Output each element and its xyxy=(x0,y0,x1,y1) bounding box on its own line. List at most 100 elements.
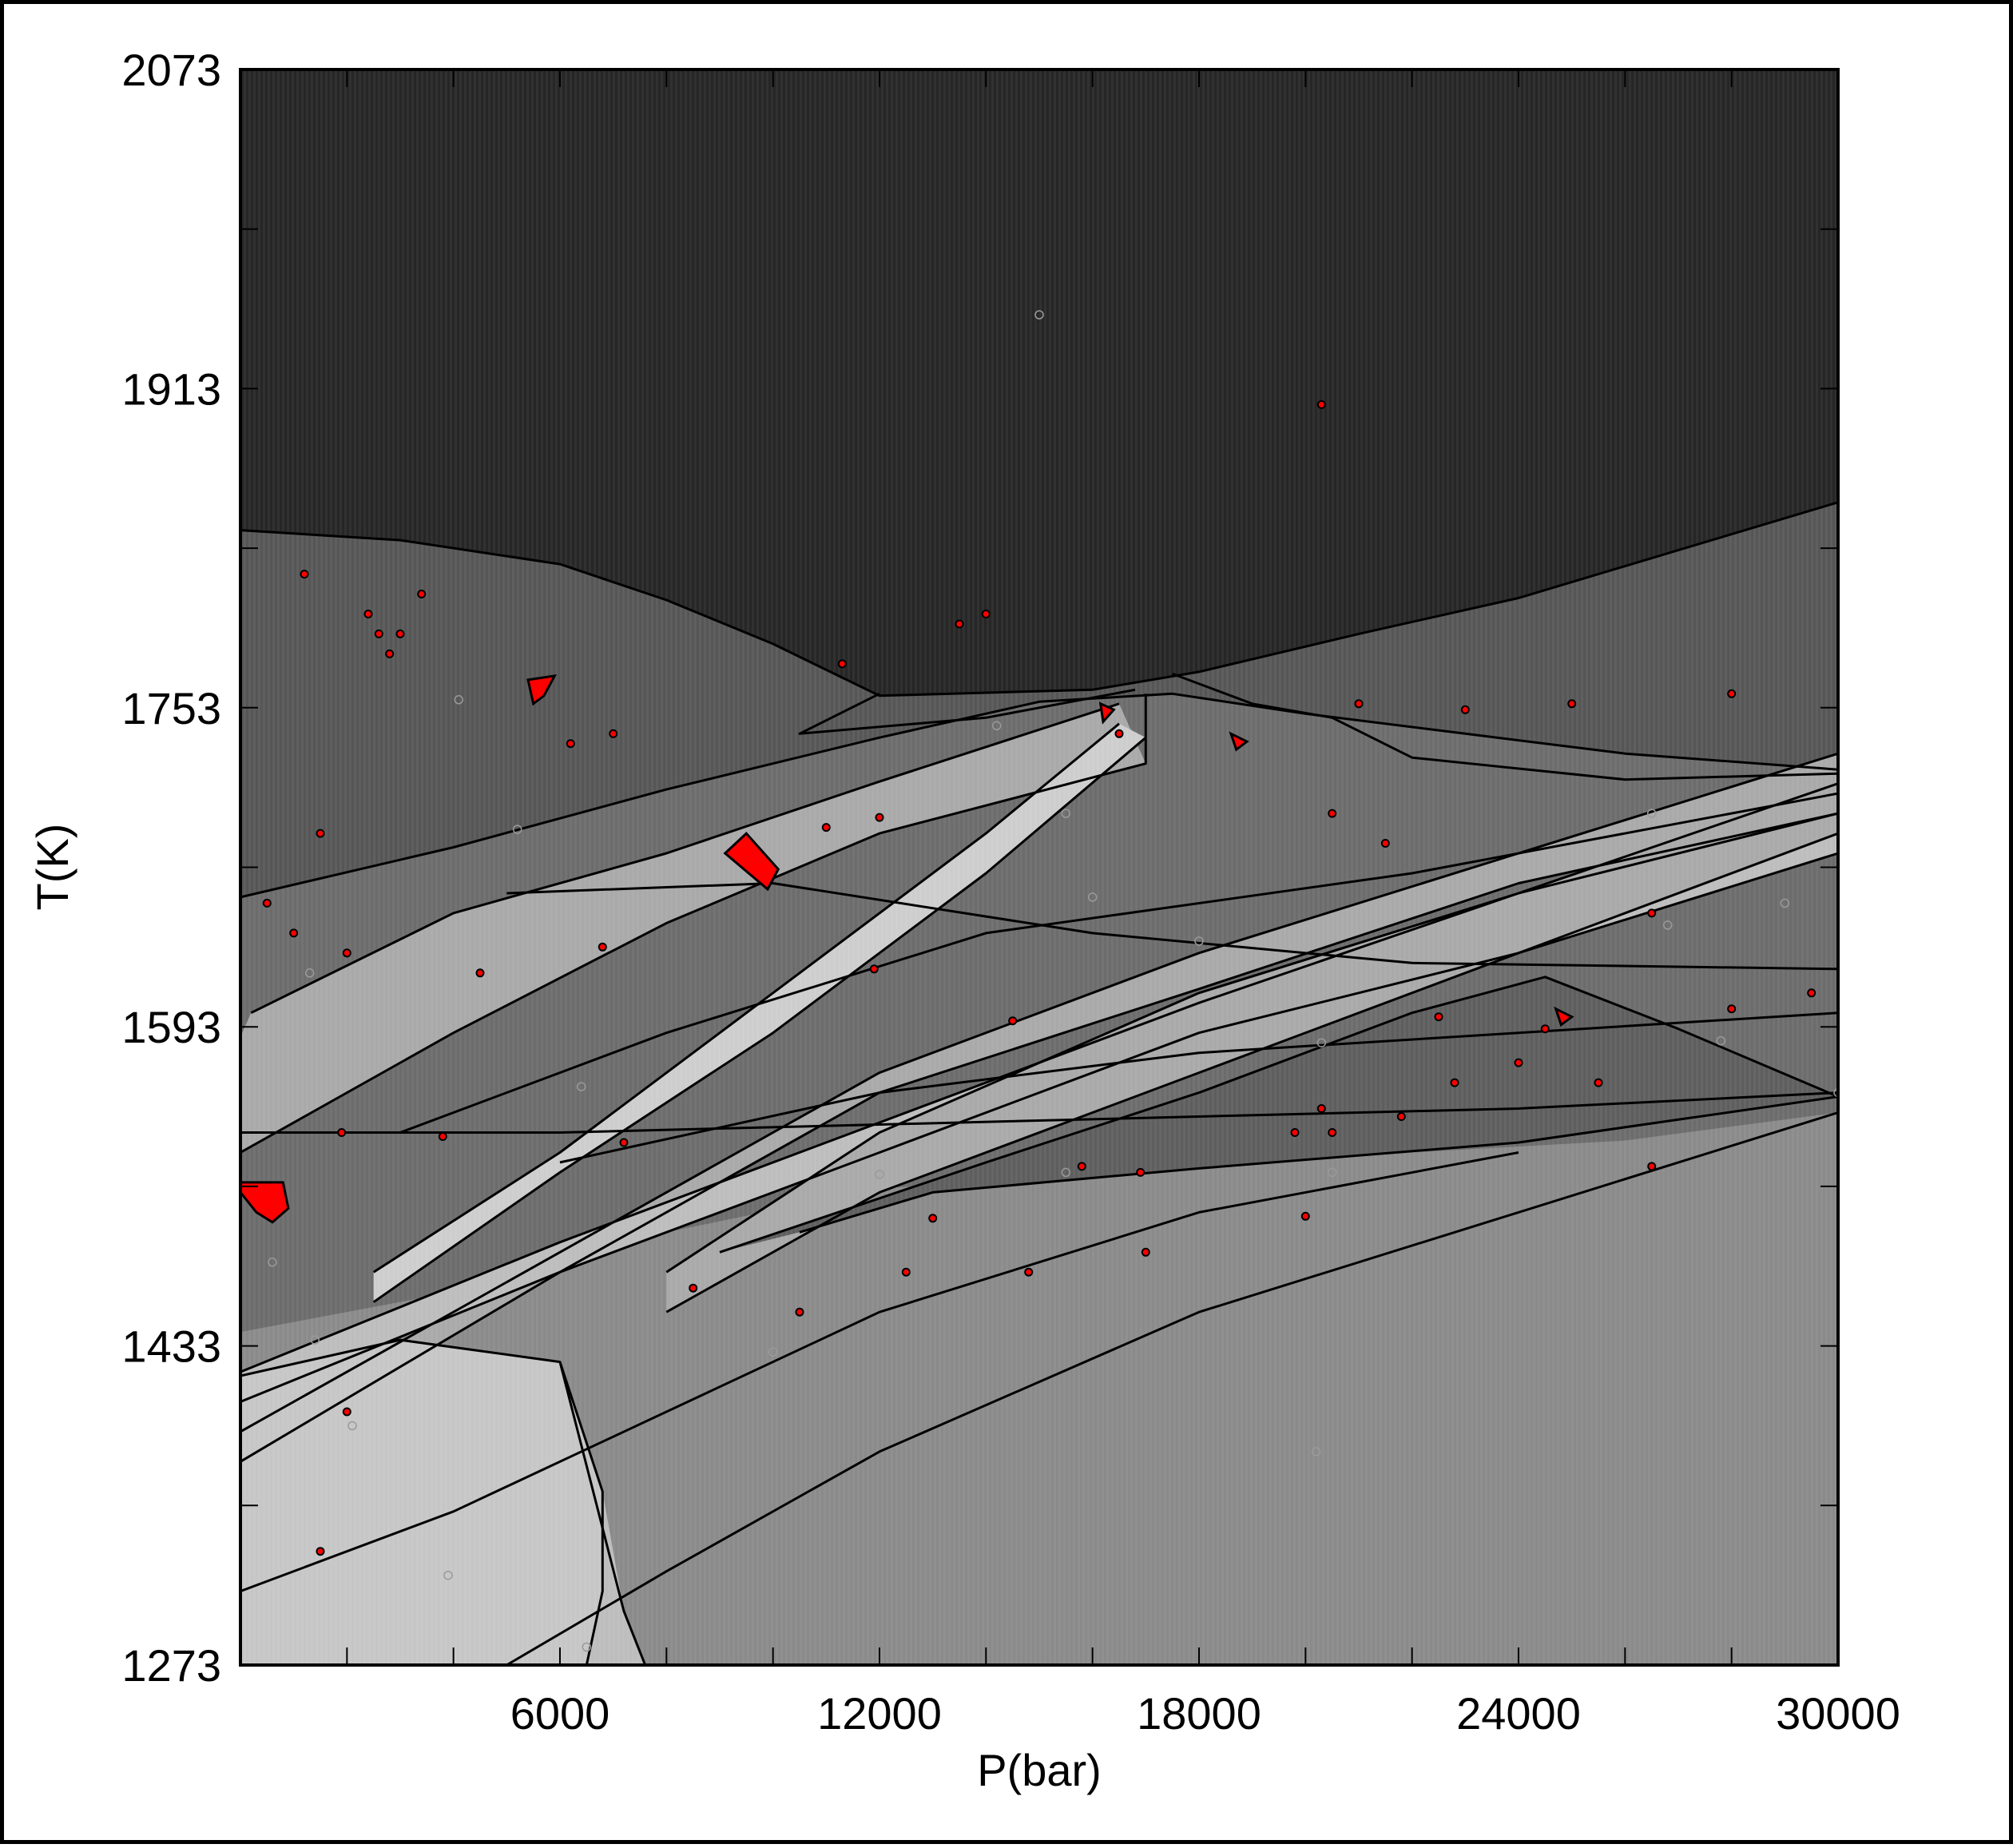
flagged-point xyxy=(837,659,847,669)
marker-point xyxy=(512,825,522,834)
marker-point xyxy=(1311,1447,1321,1457)
flagged-point xyxy=(374,629,383,638)
flagged-point xyxy=(417,590,427,598)
flagged-point xyxy=(1807,988,1816,998)
phase-boundary-7 xyxy=(240,812,1838,1463)
flagged-point xyxy=(262,898,272,908)
flagged-point xyxy=(1460,705,1470,714)
flagged-point xyxy=(1647,1162,1657,1171)
marker-point xyxy=(1716,1035,1726,1046)
flagged-point xyxy=(1290,1128,1300,1137)
phase-boundary-16 xyxy=(559,1011,1838,1164)
marker-point xyxy=(1034,310,1044,320)
stripe-texture xyxy=(240,70,1838,1665)
flagged-point xyxy=(1434,1012,1443,1022)
marker-point xyxy=(1327,1167,1337,1178)
phase-boundary-24 xyxy=(1172,672,1838,781)
flagged-point xyxy=(438,1132,447,1141)
flagged-point xyxy=(342,948,351,958)
marker-point xyxy=(310,1335,320,1345)
flagged-point xyxy=(1300,1211,1310,1221)
phase-boundary-13 xyxy=(240,1091,1838,1134)
y-tick-label: 2073 xyxy=(121,45,221,95)
phase-boundary-19 xyxy=(240,1338,604,1665)
y-axis-tick-labels: 1273 1433 1593 1753 1913 2073 xyxy=(121,45,221,1691)
flagged-point xyxy=(1136,1167,1145,1177)
phase-boundary-17 xyxy=(399,792,1838,1134)
phase-boundary-6 xyxy=(372,722,1120,1274)
y-tick-label: 1593 xyxy=(121,1002,221,1052)
x-tick-label: 12000 xyxy=(817,1688,942,1739)
phase-boundary-11 xyxy=(665,832,1838,1313)
marker-point xyxy=(454,695,464,705)
flagged-point xyxy=(1380,839,1390,848)
phase-boundary-9 xyxy=(240,852,1838,1403)
flagged-point xyxy=(955,619,964,629)
phase-boundary-12 xyxy=(665,782,1838,1274)
marker-point xyxy=(576,1082,586,1091)
plot-area xyxy=(240,70,1838,1665)
flagged-point xyxy=(1727,1004,1737,1014)
phase-boundary-20 xyxy=(558,1361,647,1665)
phase-boundary-2 xyxy=(240,692,1838,899)
marker-point xyxy=(768,1347,778,1357)
flagged-region-3 xyxy=(526,674,558,706)
flagged-point xyxy=(901,1267,911,1277)
flagged-region-6 xyxy=(1229,731,1249,752)
marker-point xyxy=(443,1570,453,1580)
marker-point xyxy=(1780,898,1790,908)
flagged-point xyxy=(1647,908,1657,918)
y-tick-label: 1913 xyxy=(121,364,221,414)
x-tick-label: 24000 xyxy=(1456,1688,1581,1739)
flagged-point xyxy=(981,610,991,618)
marker-point xyxy=(875,1170,884,1179)
flagged-point xyxy=(875,813,884,822)
flagged-point xyxy=(598,942,607,952)
phase-boundary-15 xyxy=(799,1095,1838,1234)
y-tick-label: 1753 xyxy=(121,683,221,733)
marker-point xyxy=(582,1642,592,1652)
axis-ticks xyxy=(240,69,1839,1666)
marker-point xyxy=(1646,809,1657,818)
flagged-point xyxy=(619,1138,629,1147)
flagged-point xyxy=(1141,1247,1150,1257)
flagged-point xyxy=(395,629,405,638)
flagged-region-5 xyxy=(1554,1006,1574,1027)
x-axis-label: P(bar) xyxy=(977,1745,1102,1795)
marker-point xyxy=(1833,1087,1838,1098)
flagged-point xyxy=(1396,1112,1406,1121)
phase-boundary-1 xyxy=(240,501,1838,697)
flagged-point xyxy=(289,928,299,938)
phase-boundary-18 xyxy=(506,882,1838,971)
flagged-point xyxy=(609,729,618,738)
x-tick-label: 30000 xyxy=(1776,1688,1900,1739)
flagged-point xyxy=(689,1283,698,1293)
marker-point xyxy=(1194,936,1204,946)
flagged-point xyxy=(1514,1058,1523,1067)
marker-point xyxy=(1061,1167,1071,1178)
flagged-point xyxy=(342,1407,351,1417)
flagged-point xyxy=(1567,699,1577,709)
flagged-point xyxy=(795,1307,804,1317)
marker-point xyxy=(347,1421,357,1431)
flagged-point xyxy=(566,739,575,749)
marker-point xyxy=(1662,920,1673,930)
phase-boundary-21 xyxy=(240,1151,1519,1593)
flagged-point xyxy=(1008,1016,1018,1026)
flagged-point xyxy=(1727,689,1737,698)
flagged-point xyxy=(821,823,831,833)
flagged-point xyxy=(1354,699,1364,709)
flagged-point xyxy=(869,964,879,974)
flagged-point xyxy=(1328,809,1337,818)
marker-point xyxy=(268,1258,277,1267)
flagged-region-1 xyxy=(240,1181,290,1224)
phase-diagram-chart: 6000 12000 18000 24000 30000 1273 1433 1593 175… xyxy=(27,45,1900,1795)
x-tick-label: 6000 xyxy=(510,1688,610,1739)
x-tick-label: 18000 xyxy=(1137,1688,1261,1739)
flagged-point xyxy=(337,1128,347,1137)
flagged-point xyxy=(316,1547,325,1556)
flagged-point xyxy=(300,570,309,579)
phase-boundary-4 xyxy=(250,702,1120,1015)
x-axis-tick-labels: 6000 12000 18000 24000 30000 xyxy=(510,1688,1900,1739)
phase-boundary-5 xyxy=(372,737,1147,1303)
